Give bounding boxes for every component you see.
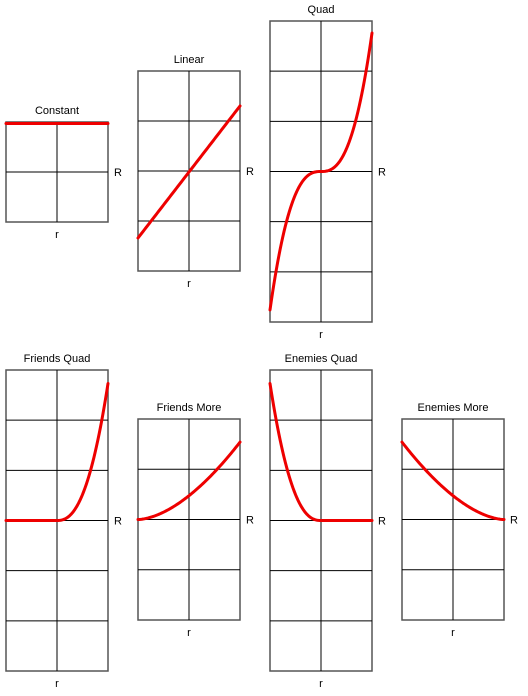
x-axis-label: r bbox=[319, 329, 323, 341]
plot-title: Constant bbox=[35, 105, 79, 117]
plot-title: Enemies Quad bbox=[285, 353, 358, 365]
series-line bbox=[400, 440, 506, 521]
series-line bbox=[4, 382, 110, 522]
plot-title: Linear bbox=[174, 54, 205, 66]
plot-6: Enemies More r R bbox=[400, 402, 518, 639]
x-axis-label: r bbox=[55, 229, 59, 241]
plot-title: Quad bbox=[308, 4, 335, 16]
plot-title: Enemies More bbox=[418, 402, 489, 414]
y-axis-label: R bbox=[246, 166, 254, 178]
plot-title: Friends Quad bbox=[24, 353, 91, 365]
plot-4: Friends More r R bbox=[136, 402, 254, 639]
series-line bbox=[136, 104, 242, 240]
plot-0: Constant r R bbox=[4, 105, 122, 241]
plot-1: Linear r R bbox=[136, 54, 254, 290]
y-axis-label: R bbox=[510, 515, 518, 527]
x-axis-label: r bbox=[187, 278, 191, 290]
y-axis-label: R bbox=[378, 516, 386, 528]
x-axis-label: r bbox=[319, 678, 323, 690]
series-line bbox=[268, 382, 374, 522]
plot-3: Friends Quad r R bbox=[4, 353, 122, 690]
x-axis-label: r bbox=[55, 678, 59, 690]
y-axis-label: R bbox=[246, 515, 254, 527]
y-axis-label: R bbox=[114, 167, 122, 179]
y-axis-label: R bbox=[114, 516, 122, 528]
x-axis-label: r bbox=[451, 627, 455, 639]
series-line bbox=[268, 31, 374, 312]
plot-2: Quad r R bbox=[268, 4, 386, 341]
y-axis-label: R bbox=[378, 167, 386, 179]
plot-5: Enemies Quad r R bbox=[268, 353, 386, 690]
x-axis-label: r bbox=[187, 627, 191, 639]
series-line bbox=[136, 440, 242, 521]
plot-title: Friends More bbox=[157, 402, 222, 414]
